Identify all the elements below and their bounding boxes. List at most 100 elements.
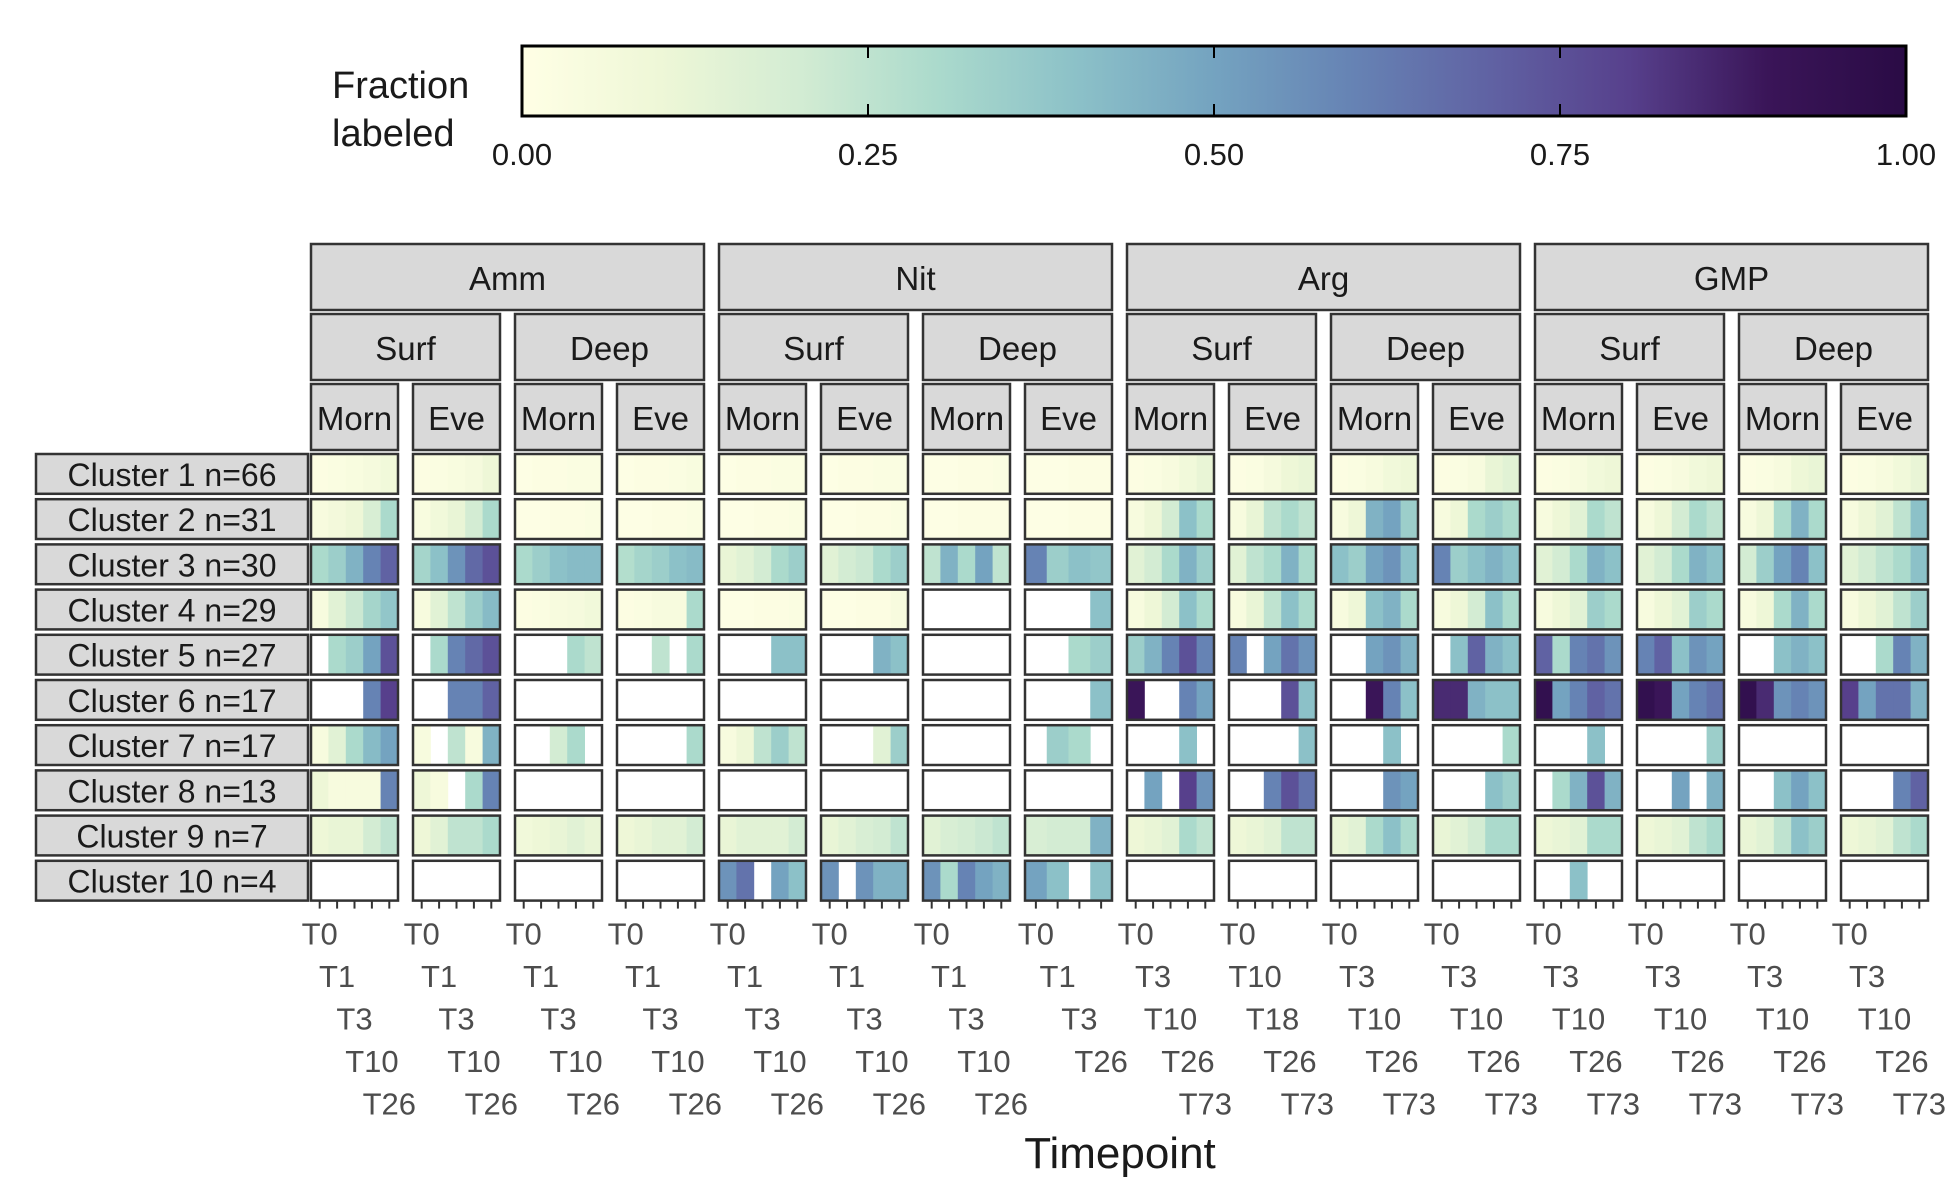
panel-border [1431,588,1522,631]
heatmap-cell [1400,499,1419,539]
heatmap-cell [1893,544,1911,585]
x-tick-label: T0 [1018,917,1054,952]
heatmap-cell [1161,634,1180,675]
panel-border [1329,497,1420,541]
panel-border [1125,452,1216,496]
heatmap-cell [1127,589,1145,630]
depth-strip [921,312,1114,382]
panel-border [717,497,808,541]
heatmap-cell [1654,589,1673,630]
heatmap-cell [1331,815,1349,856]
panel-border [1431,814,1522,857]
heatmap-cell [1383,770,1401,811]
heatmap-cell [1858,544,1877,585]
heatmap-cell [363,589,381,630]
heatmap-cell [363,544,381,585]
heatmap-cell [736,815,755,856]
heatmap-cell [1246,454,1265,494]
time-label: Eve [1652,400,1709,437]
panel-border [921,588,1012,631]
panel-border [1431,497,1522,541]
heatmap-cell [1671,680,1690,720]
heatmap-cell [1365,634,1384,675]
heatmap-cell [482,680,501,720]
heatmap-cell [873,454,891,494]
heatmap-cell [753,589,772,630]
heatmap-cell [890,815,909,856]
heatmap-cell [328,815,347,856]
heatmap-cell [1587,815,1605,856]
heatmap-cell [1246,589,1265,630]
heatmap-cell [1893,499,1911,539]
heatmap-cell [788,454,807,494]
panel-border [1023,497,1114,541]
heatmap-cell [447,634,466,675]
heatmap-cell [1552,815,1571,856]
depth-label: Deep [1794,330,1873,367]
heatmap-cell [482,634,501,675]
panel-border [615,769,706,812]
heatmap-cell [1179,770,1197,811]
heatmap-cell [1706,680,1725,720]
x-tick-label: T0 [710,917,746,952]
heatmap-cell [1127,815,1145,856]
heatmap-cell [940,544,959,585]
heatmap-cell [1467,544,1486,585]
heatmap-cell [1552,544,1571,585]
time-strip [615,382,706,452]
heatmap-cell [1331,544,1349,585]
x-tick-label: T3 [1061,1002,1097,1037]
legend-title-line: Fraction [332,65,469,107]
heatmap-cell [1808,499,1827,539]
panel-border [819,678,910,722]
heatmap-cell [1791,499,1809,539]
heatmap-cell [890,860,909,901]
heatmap-cell [1263,454,1282,494]
heatmap-cell [1569,499,1588,539]
heatmap-cell [873,860,891,901]
heatmap-cell [1654,815,1673,856]
substrate-gmp: GMP Surf Morn T0 T3 T10 T26 T73 Eve T0 T3 T10 T26 T73… [1526,242,1946,1122]
heatmap-cell [992,454,1011,494]
heatmap-cell [1637,815,1655,856]
heatmap-cell [1090,680,1113,720]
panel-border [1839,497,1930,541]
heatmap-cell [1893,589,1911,630]
x-tick-label: T26 [1569,1044,1622,1079]
time-label: Morn [725,400,800,437]
cluster-label: Cluster 4 n=29 [67,593,276,629]
heatmap-cell [1383,454,1401,494]
heatmap-cell [1773,544,1792,585]
heatmap-cell [1706,454,1725,494]
heatmap-cell [549,589,568,630]
heatmap-cell [549,815,568,856]
substrate-arg: Arg Surf Morn T0 T3 T10 T26 T73 Eve T0 T10 T18 T26 T7… [1118,242,1538,1122]
panel-border [309,543,400,586]
heatmap-cell [345,499,364,539]
heatmap-cell [753,499,772,539]
heatmap-cell [1671,499,1690,539]
heatmap-cell [1229,544,1247,585]
heatmap-cell [1281,454,1299,494]
panel-border [1737,723,1828,767]
heatmap-cell [1025,544,1048,585]
panel-border [1329,633,1420,676]
heatmap-cell [1229,454,1247,494]
x-tick-label: T0 [1322,917,1358,952]
heatmap-cell [1383,499,1401,539]
heatmap-cell [1671,770,1690,811]
panel-background [1433,860,1520,901]
heatmap-cell [1637,454,1655,494]
heatmap-cell [1841,815,1859,856]
depth-strip [1329,312,1522,382]
heatmap-cell [736,544,755,585]
panel-background [1229,860,1316,901]
heatmap-cell [1433,454,1451,494]
heatmap-cell [515,454,533,494]
x-tick-label: T26 [1773,1044,1826,1079]
heatmap-cell [1127,499,1145,539]
substrate-strip [1533,242,1930,312]
heatmap-cell [1654,454,1673,494]
heatmap-cell [430,589,449,630]
heatmap-cell [311,454,329,494]
